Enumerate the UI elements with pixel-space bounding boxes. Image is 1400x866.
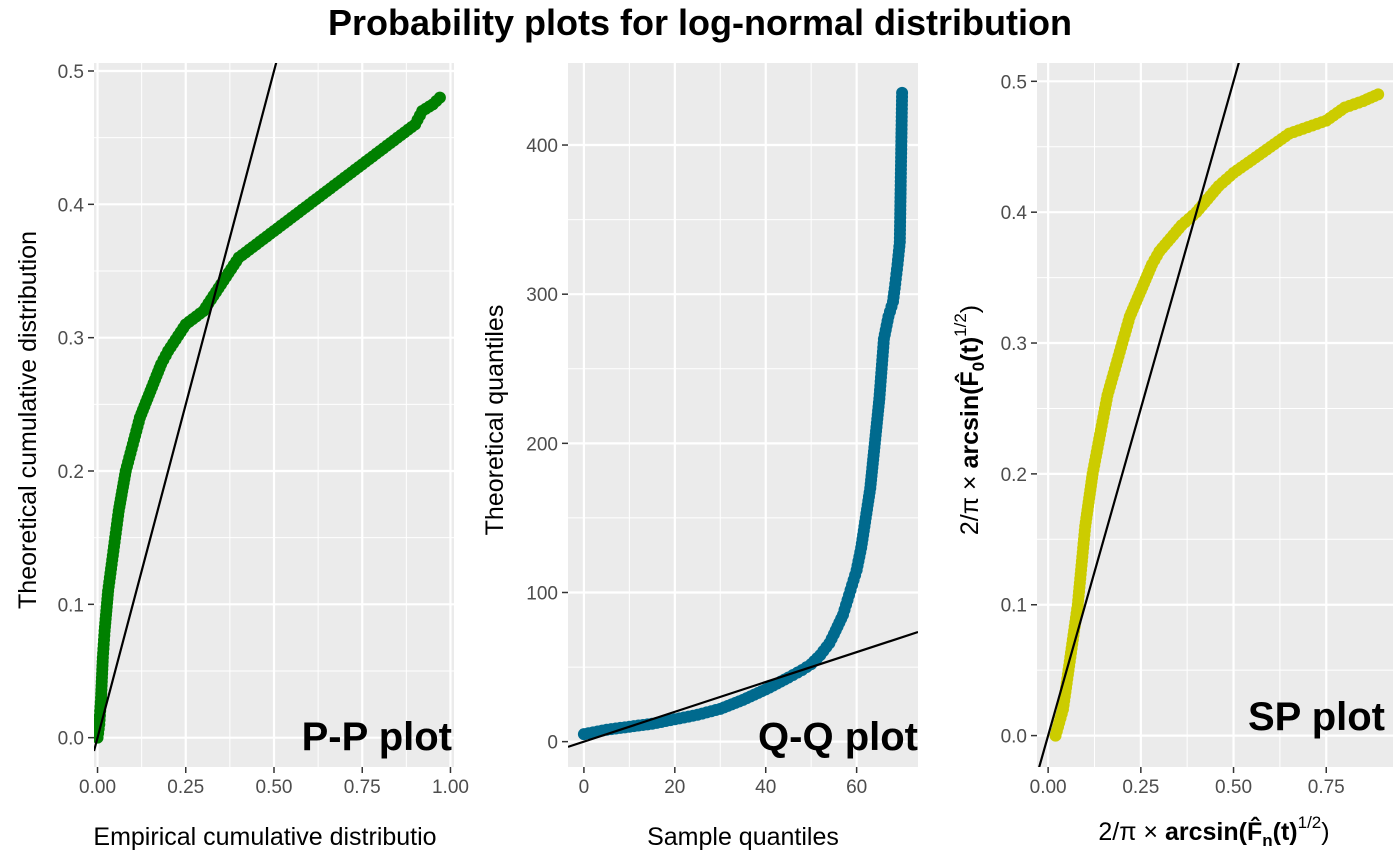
chart2-points [577,86,909,741]
chart2-y-tick-label: 300 [526,285,558,306]
chart1-y-tick-label: 0.0 [58,729,84,750]
chart2-x-axis-label: Sample quantiles [647,823,839,851]
chart1-x-tick-label: 0.75 [344,777,381,798]
chart3-y-tick-label: 0.0 [1001,727,1027,748]
chart2-reference-line [568,630,918,748]
chart3-y-tick-label: 0.3 [1001,334,1027,355]
chart1-y-axis-label: Theoretical cumulative distribution [14,231,42,609]
chart1-x-tick-label: 1.00 [432,777,469,798]
chart1-x-tick-label: 0.50 [256,777,293,798]
chart1-x-tick-label: 0.25 [167,777,204,798]
chart1-points [94,91,446,744]
chart1-panel-label: P-P plot [302,715,452,759]
chart1-x-axis-label: Empirical cumulative distributio [93,823,436,851]
chart1-reference-line [94,63,278,752]
chart1-point [433,91,446,104]
chart3-y-axis-label: 2/π × arcsin(F̂0(t)1/2) [951,305,988,535]
chart2-panel: 0 20 40 60 0 100 200 300 400 Q-Q plot Sample quant… [481,63,918,851]
chart1-y-tick-label: 0.1 [58,595,84,616]
chart2-y-tick-label: 0 [547,733,558,754]
chart1-y-tick-label: 0.3 [58,329,84,350]
chart2-x-tick-label: 0 [579,777,590,798]
chart3-points [1049,88,1385,742]
chart1-y-tick-label: 0.5 [58,62,84,83]
chart3-x-axis-label: 2/π × arcsin(F̂n(t)1/2) [1098,813,1329,850]
chart2-y-tick-label: 400 [526,136,558,157]
chart3-y-tick-label: 0.2 [1001,465,1027,486]
chart2-y-tick-label: 200 [526,434,558,455]
chart2-x-tick-label: 60 [846,777,867,798]
chart2-panel-label: Q-Q plot [758,715,918,759]
chart1-y-tick-label: 0.4 [58,195,85,216]
chart2-point [896,86,909,99]
chart3-y-tick-label: 0.5 [1001,72,1027,93]
figure-title: Probability plots for log-normal distrib… [328,2,1072,43]
chart1-panel: 0.00 0.25 0.50 0.75 1.00 0.0 0.1 0.2 0.3 0.4 0.5 P-… [14,62,469,851]
chart3-point [1372,88,1385,101]
chart2-x-tick-label: 20 [664,777,685,798]
chart3-y-tick-label: 0.4 [1001,203,1028,224]
chart2-y-tick-label: 100 [526,583,558,604]
chart2-plot-background [568,63,918,767]
chart2-y-axis-label: Theoretical quantiles [481,305,509,536]
chart3-panel-label: SP plot [1248,695,1385,739]
chart3-x-tick-label: 0.75 [1308,777,1345,798]
chart3-panel: 0.00 0.25 0.50 0.75 0.0 0.1 0.2 0.3 0.4 0.5 SP plo… [951,63,1393,850]
chart3-plot-background [1037,63,1393,767]
chart2-x-tick-label: 40 [755,777,776,798]
chart1-x-tick-label: 0.00 [79,777,116,798]
chart3-reference-line [1038,63,1240,767]
chart3-x-tick-label: 0.50 [1215,777,1252,798]
chart3-x-tick-label: 0.00 [1030,777,1067,798]
chart1-y-tick-label: 0.2 [58,462,84,483]
chart3-x-tick-label: 0.25 [1122,777,1159,798]
chart3-y-tick-label: 0.1 [1001,596,1027,617]
